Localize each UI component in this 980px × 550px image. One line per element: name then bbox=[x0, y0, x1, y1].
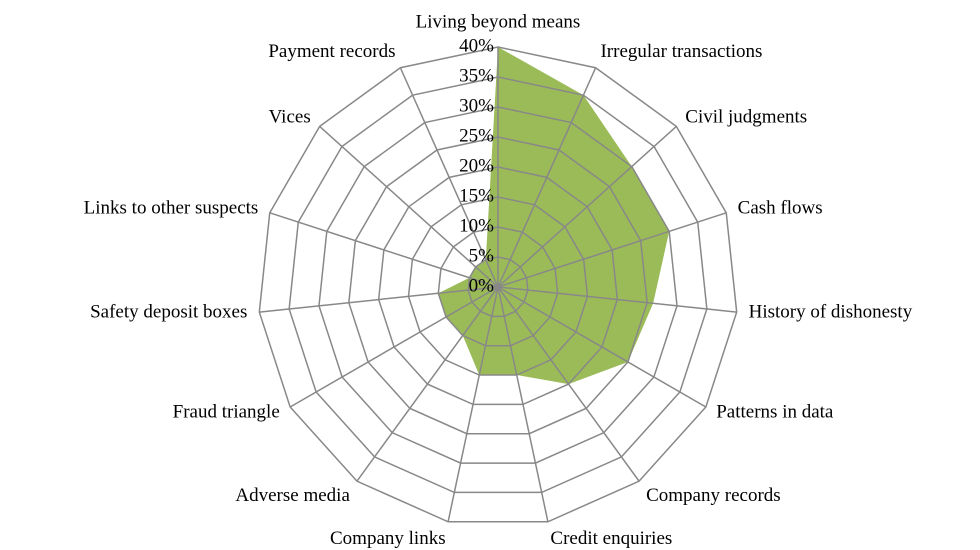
spoke bbox=[259, 286, 499, 313]
grid-line bbox=[318, 106, 678, 464]
spoke bbox=[497, 67, 597, 288]
category-label: Patterns in data bbox=[716, 401, 834, 422]
spoke bbox=[497, 286, 737, 313]
spoke bbox=[269, 212, 499, 288]
grid-line bbox=[377, 166, 619, 406]
data-area bbox=[438, 47, 670, 385]
category-label: Links to other suspects bbox=[84, 197, 259, 218]
category-label: Fraud triangle bbox=[173, 401, 280, 422]
category-label: Irregular transactions bbox=[600, 41, 762, 62]
grid-line bbox=[467, 256, 529, 318]
category-label: Cash flows bbox=[738, 197, 823, 218]
spoke bbox=[497, 212, 727, 288]
spoke bbox=[497, 286, 707, 408]
grid-line bbox=[437, 226, 559, 347]
spoke bbox=[319, 125, 499, 288]
y-tick-label: 40% bbox=[459, 35, 494, 56]
grid-line bbox=[407, 196, 589, 376]
category-label: Vices bbox=[269, 107, 311, 128]
y-tick-label: 0% bbox=[469, 275, 495, 296]
category-label: Living beyond means bbox=[416, 11, 581, 32]
category-label: Company links bbox=[330, 528, 446, 549]
category-label: History of dishonesty bbox=[749, 302, 913, 323]
category-label: Safety deposit boxes bbox=[90, 302, 247, 323]
y-tick-label: 15% bbox=[459, 185, 494, 206]
spoke bbox=[399, 67, 499, 288]
spoke bbox=[497, 286, 549, 522]
category-label: Company records bbox=[646, 485, 781, 506]
spoke bbox=[289, 286, 499, 408]
grid-line bbox=[288, 76, 708, 494]
category-label: Credit enquiries bbox=[550, 528, 672, 549]
spoke bbox=[356, 286, 499, 482]
y-tick-label: 10% bbox=[459, 215, 494, 236]
spoke bbox=[497, 125, 677, 288]
grid-line bbox=[348, 136, 648, 435]
y-tick-label: 20% bbox=[459, 155, 494, 176]
spoke bbox=[447, 286, 499, 522]
category-label: Adverse media bbox=[235, 485, 350, 506]
category-label: Civil judgments bbox=[685, 107, 807, 128]
category-label: Payment records bbox=[268, 41, 395, 62]
spoke bbox=[497, 286, 640, 482]
grid-line bbox=[258, 46, 738, 523]
y-tick-label: 25% bbox=[459, 125, 494, 146]
y-tick-label: 30% bbox=[459, 95, 494, 116]
y-tick-label: 5% bbox=[469, 245, 495, 266]
y-tick-label: 35% bbox=[459, 65, 494, 86]
